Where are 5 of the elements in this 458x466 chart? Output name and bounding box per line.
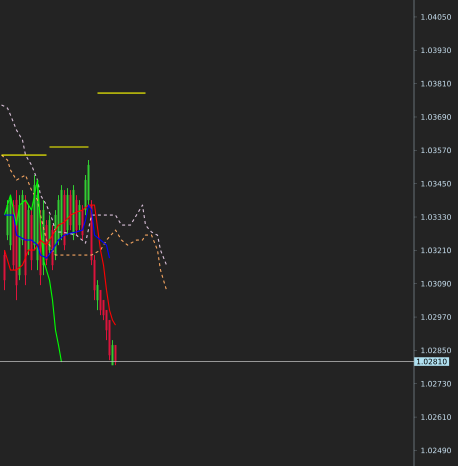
candlestick (78, 200, 80, 231)
candlestick (96, 280, 98, 311)
candlestick (100, 290, 102, 316)
candlestick (114, 344, 116, 366)
candlestick (112, 340, 114, 366)
